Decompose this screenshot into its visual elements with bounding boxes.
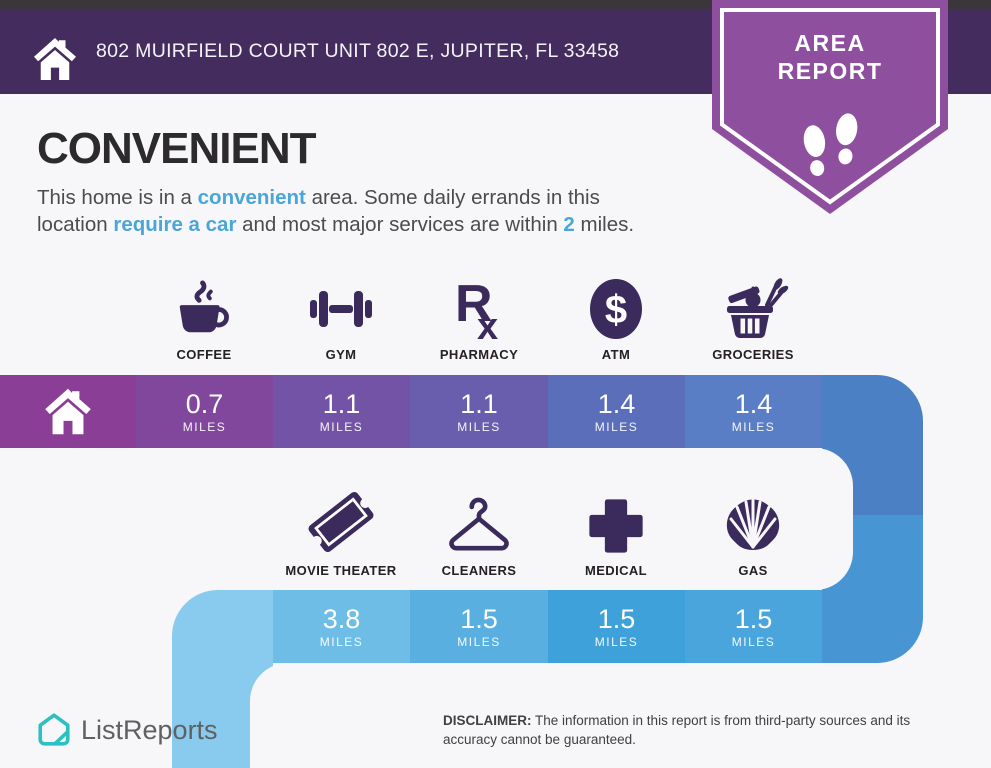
bar1-home-segment: [0, 375, 136, 448]
desc-text: miles.: [574, 213, 635, 236]
distance-value: 3.8: [322, 603, 361, 634]
amenity-medical: MEDICAL: [536, 478, 696, 578]
home-icon: [31, 36, 79, 87]
amenity-label: CLEANERS: [441, 563, 517, 578]
amenity-gas: GAS: [673, 478, 833, 578]
groceries-icon: [717, 267, 789, 341]
distance-segment-coffee: 0.7 MILES: [136, 375, 273, 448]
distance-value: 1.4: [597, 388, 636, 419]
desc-text: area. Some daily errands in this: [305, 186, 600, 209]
amenity-pharmacy: R x PHARMACY: [409, 262, 549, 362]
desc-text: This home is in a: [37, 186, 198, 209]
distance-unit: MILES: [319, 419, 364, 434]
amenity-groceries: GROCERIES: [683, 262, 823, 362]
desc-highlight-convenient: convenient: [197, 186, 306, 209]
distance-segment-pharmacy: 1.1 MILES: [410, 375, 548, 448]
desc-highlight-car: require a car: [113, 213, 237, 236]
amenity-label: GROCERIES: [712, 347, 794, 362]
disclaimer: DISCLAIMER: The information in this repo…: [443, 711, 948, 749]
coffee-icon: [173, 267, 235, 341]
distance-value: 0.7: [185, 388, 224, 419]
amenity-label: MEDICAL: [584, 563, 648, 578]
rx-letter-sub: x: [477, 306, 498, 341]
distance-unit: MILES: [457, 634, 501, 649]
footprints-icon: [803, 113, 858, 177]
badge-line2: REPORT: [777, 58, 883, 84]
amenity-cleaners: CLEANERS: [399, 478, 559, 578]
distance-segment-gas: 1.5 MILES: [685, 590, 822, 663]
distance-segment-gym: 1.1 MILES: [273, 375, 410, 448]
amenity-gym: GYM: [271, 262, 411, 362]
distance-unit: MILES: [319, 634, 364, 649]
amenity-label: COFFEE: [176, 347, 232, 362]
atm-icon: $: [587, 267, 645, 341]
distance-unit: MILES: [594, 634, 639, 649]
home-icon: [45, 388, 91, 435]
shell-gas-icon: [721, 483, 785, 557]
property-address: 802 MUIRFIELD COURT UNIT 802 E, JUPITER,…: [96, 40, 620, 62]
distance-unit: MILES: [594, 419, 639, 434]
distance-segment-medical: 1.5 MILES: [548, 590, 685, 663]
disclaimer-label: DISCLAIMER:: [443, 713, 532, 728]
distance-value: 1.1: [322, 388, 361, 419]
listreports-house-icon: [38, 713, 70, 746]
distance-segment-movie-theater: 3.8 MILES: [273, 590, 410, 663]
amenity-label: GYM: [325, 347, 357, 362]
hanger-icon: [446, 483, 512, 557]
amenity-atm: $ ATM: [546, 262, 686, 362]
medical-cross-icon: [585, 483, 647, 557]
disclaimer-text: The information in this report is from t…: [443, 713, 911, 747]
listreports-wordmark: ListReports: [81, 714, 218, 745]
walkability-description: This home is in a convenient area. Some …: [37, 184, 737, 238]
distance-segment-cleaners: 1.5 MILES: [410, 590, 548, 663]
amenity-label: PHARMACY: [439, 347, 519, 362]
distance-unit: MILES: [457, 419, 501, 434]
distance-value: 1.5: [460, 603, 498, 634]
distance-unit: MILES: [731, 634, 776, 649]
amenity-coffee: COFFEE: [134, 262, 274, 362]
walkability-rating-title: CONVENIENT: [37, 124, 316, 173]
distance-value: 1.4: [734, 388, 773, 419]
top-dark-strip: [0, 0, 991, 9]
distance-value: 1.5: [734, 603, 773, 634]
movie-ticket-icon: [306, 483, 376, 557]
desc-text: location: [37, 213, 114, 236]
amenity-label: GAS: [738, 563, 768, 578]
badge-line1: AREA: [794, 30, 866, 56]
amenity-movie-theater: MOVIE THEATER: [261, 478, 421, 578]
distance-value: 1.1: [460, 388, 498, 419]
desc-text: and most major services are within: [236, 213, 564, 236]
distance-segment-atm: 1.4 MILES: [548, 375, 685, 448]
distance-unit: MILES: [182, 419, 227, 434]
amenity-label: MOVIE THEATER: [285, 563, 397, 578]
pharmacy-icon: R x: [447, 267, 511, 341]
gym-icon: [309, 267, 373, 341]
listreports-logo: ListReports: [36, 712, 218, 748]
area-report-badge: AREA REPORT: [712, 0, 948, 218]
amenity-label: ATM: [601, 347, 631, 362]
desc-highlight-miles: 2: [563, 213, 575, 236]
elbow-inner-corner: [250, 663, 991, 768]
distance-value: 1.5: [597, 603, 636, 634]
dollar-glyph: $: [605, 288, 627, 332]
rx-letter: R: [455, 275, 493, 333]
distance-segment-groceries: 1.4 MILES: [685, 375, 822, 448]
distance-unit: MILES: [731, 419, 776, 434]
